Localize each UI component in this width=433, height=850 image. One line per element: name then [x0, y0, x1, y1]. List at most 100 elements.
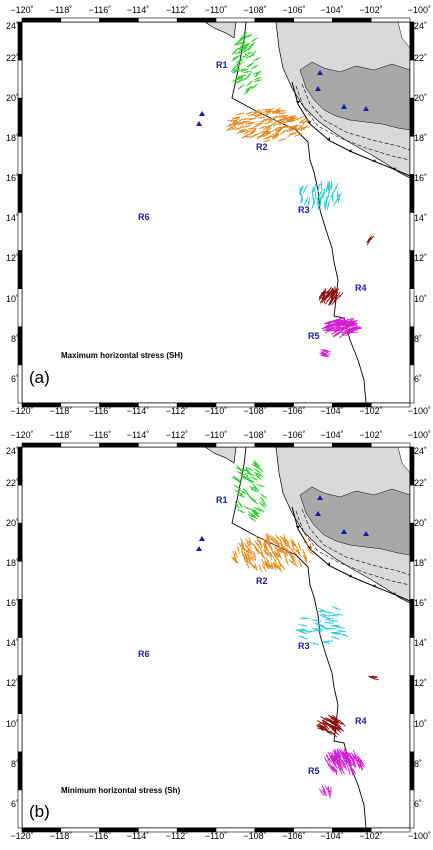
lat-tick-label: 16˚ — [6, 598, 19, 608]
lon-tick-label: −108˚ — [243, 406, 266, 416]
lat-tick-label: 22˚ — [6, 53, 19, 63]
lon-tick-label: −114˚ — [127, 5, 150, 15]
lat-tick-label: 22˚ — [414, 478, 427, 488]
lon-tick-label: −100˚ — [408, 5, 431, 15]
lat-tick-label: 6˚ — [414, 374, 422, 384]
lon-tick-label: −104˚ — [320, 5, 343, 15]
lon-tick-label: −114˚ — [127, 831, 150, 841]
lat-tick-label: 12˚ — [414, 678, 427, 688]
lon-tick-label: −108˚ — [243, 831, 266, 841]
lat-tick-label: 24˚ — [6, 446, 19, 456]
lon-tick-label: −112˚ — [166, 406, 189, 416]
lat-tick-label: 20˚ — [414, 93, 427, 103]
lat-tick-label: 22˚ — [6, 478, 19, 488]
lat-tick-label: 10˚ — [414, 719, 427, 729]
lat-tick-label: 22˚ — [414, 53, 427, 63]
panel-a-lat-labels-left: 24˚ 22˚ 20˚ 18˚ 16˚ 14˚ 12˚ 10˚ 8˚ 6˚ — [6, 21, 19, 384]
volcano-markers — [196, 495, 369, 551]
lat-tick-label: 8˚ — [414, 759, 422, 769]
lon-tick-label: −114˚ — [127, 406, 150, 416]
lat-tick-label: 10˚ — [6, 719, 19, 729]
lat-tick-label: 6˚ — [11, 374, 19, 384]
stress-cluster-r5 — [318, 785, 332, 799]
stress-cluster-r1 — [232, 460, 268, 522]
stress-cluster-r3 — [298, 180, 342, 211]
lon-tick-label: −114˚ — [127, 430, 150, 440]
region-label-r6: R6 — [138, 649, 150, 659]
lon-tick-label: −118˚ — [50, 430, 73, 440]
lon-tick-label: −120˚ — [10, 430, 33, 440]
lat-tick-label: 14˚ — [6, 638, 19, 648]
lon-tick-label: −102˚ — [359, 430, 382, 440]
lon-tick-label: −100˚ — [408, 430, 431, 440]
lat-tick-label: 12˚ — [6, 253, 19, 263]
lon-tick-label: −116˚ — [89, 831, 112, 841]
stress-cluster-r4 — [318, 286, 344, 306]
lon-tick-label: −106˚ — [282, 406, 305, 416]
lon-tick-label: −118˚ — [50, 5, 73, 15]
region-labels: R1 R2 R3 R4 R5 R6 — [138, 495, 367, 776]
lat-tick-label: 8˚ — [414, 334, 422, 344]
lon-tick-label: −110˚ — [205, 406, 228, 416]
lat-tick-label: 20˚ — [414, 518, 427, 528]
stress-cluster-r2 — [225, 107, 309, 143]
lon-tick-label: −104˚ — [320, 406, 343, 416]
trench-line — [291, 81, 411, 177]
lat-tick-label: 20˚ — [6, 518, 19, 528]
lon-tick-label: −120˚ — [10, 5, 33, 15]
panel-a-lat-labels-right: 24˚ 22˚ 20˚ 18˚ 16˚ 14˚ 12˚ 10˚ 8˚ 6˚ — [414, 21, 427, 384]
lon-tick-label: −118˚ — [50, 406, 73, 416]
lon-tick-label: −120˚ — [10, 406, 33, 416]
lat-tick-label: 10˚ — [414, 294, 427, 304]
lon-tick-label: −104˚ — [320, 430, 343, 440]
region-label-r3: R3 — [298, 641, 310, 651]
lat-tick-label: 24˚ — [414, 446, 427, 456]
lat-tick-label: 18˚ — [6, 133, 19, 143]
lon-tick-label: −112˚ — [166, 831, 189, 841]
stress-cluster-r3 — [295, 606, 349, 646]
lon-tick-label: −108˚ — [243, 430, 266, 440]
panel-a-frame-ticks — [17, 17, 415, 408]
stress-cluster-r1 — [230, 31, 263, 96]
lat-tick-label: 10˚ — [6, 294, 19, 304]
lat-tick-label: 12˚ — [414, 253, 427, 263]
region-label-r4: R4 — [355, 283, 367, 293]
region-label-r1: R1 — [216, 495, 228, 505]
lon-tick-label: −112˚ — [166, 5, 189, 15]
dashed-contours — [295, 83, 411, 161]
lon-tick-label: −118˚ — [50, 831, 73, 841]
lon-tick-label: −102˚ — [359, 831, 382, 841]
panel-b-lat-labels-right: 24˚ 22˚ 20˚ 18˚ 16˚ 14˚ 12˚ 10˚ 8˚ 6˚ — [414, 446, 427, 809]
region-labels: R1 R2 R3 R4 R5 R6 — [138, 60, 367, 341]
region-label-r3: R3 — [298, 205, 310, 215]
panel-b-letter: (b) — [29, 802, 50, 821]
lon-tick-label: −120˚ — [10, 831, 33, 841]
land-mass — [203, 21, 411, 179]
region-label-r6: R6 — [138, 212, 150, 222]
panel-a-lon-labels-top: −120˚ −118˚ −116˚ −114˚ −112˚ −110˚ −108… — [10, 5, 431, 15]
region-label-r1: R1 — [216, 60, 228, 70]
lon-tick-label: −106˚ — [282, 831, 305, 841]
panel-b-lon-labels-top: −120˚ −118˚ −116˚ −114˚ −112˚ −110˚ −108… — [10, 430, 431, 440]
lat-tick-label: 12˚ — [6, 678, 19, 688]
lon-tick-label: −102˚ — [359, 5, 382, 15]
lon-tick-label: −108˚ — [243, 5, 266, 15]
panel-b-lat-labels-left: 24˚ 22˚ 20˚ 18˚ 16˚ 14˚ 12˚ 10˚ 8˚ 6˚ — [6, 446, 19, 809]
lat-tick-label: 20˚ — [6, 93, 19, 103]
lat-tick-label: 8˚ — [11, 334, 19, 344]
panel-a-map: R1 R2 R3 R4 R5 R6 Maximum horizontal str… — [6, 5, 431, 416]
lon-tick-label: −100˚ — [408, 406, 431, 416]
lat-tick-label: 24˚ — [6, 21, 19, 31]
stress-cluster-r5 — [321, 316, 362, 339]
lon-tick-label: −112˚ — [166, 430, 189, 440]
lon-tick-label: −110˚ — [205, 430, 228, 440]
panel-b-frame-ticks — [17, 442, 415, 833]
lon-tick-label: −106˚ — [282, 5, 305, 15]
lon-tick-label: −102˚ — [359, 406, 382, 416]
lat-tick-label: 14˚ — [6, 213, 19, 223]
region-label-r2: R2 — [256, 142, 268, 152]
panel-a-letter: (a) — [29, 368, 50, 387]
panel-b-map: R1 R2 R3 R4 R5 R6 Minimum horizontal str… — [6, 430, 431, 841]
stress-cluster-r4 — [366, 235, 375, 246]
